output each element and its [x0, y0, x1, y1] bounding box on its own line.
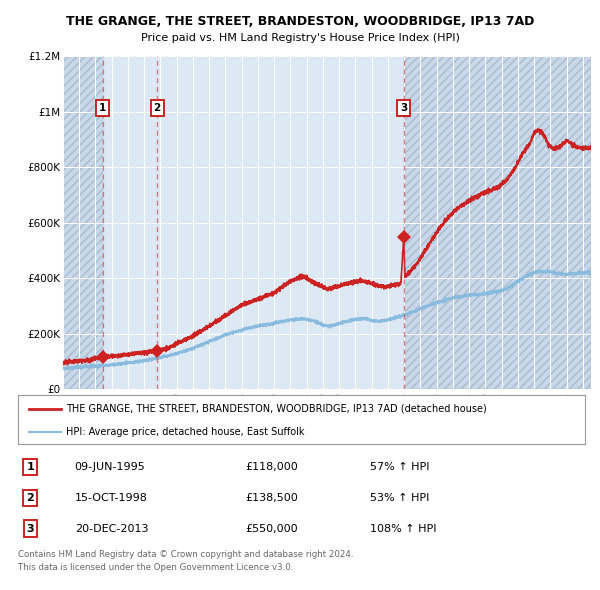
Text: HPI: Average price, detached house, East Suffolk: HPI: Average price, detached house, East…	[66, 427, 305, 437]
Text: 09-JUN-1995: 09-JUN-1995	[75, 463, 145, 473]
Text: £138,500: £138,500	[245, 493, 298, 503]
Text: 2: 2	[154, 103, 161, 113]
Text: 3: 3	[26, 523, 34, 533]
Text: 3: 3	[400, 103, 407, 113]
Text: 20-DEC-2013: 20-DEC-2013	[75, 523, 148, 533]
Text: Price paid vs. HM Land Registry's House Price Index (HPI): Price paid vs. HM Land Registry's House …	[140, 33, 460, 43]
Bar	[404, 56, 591, 389]
Text: THE GRANGE, THE STREET, BRANDESTON, WOODBRIDGE, IP13 7AD (detached house): THE GRANGE, THE STREET, BRANDESTON, WOOD…	[66, 404, 487, 414]
Text: £550,000: £550,000	[245, 523, 298, 533]
Text: 108% ↑ HPI: 108% ↑ HPI	[370, 523, 436, 533]
Text: 15-OCT-1998: 15-OCT-1998	[75, 493, 148, 503]
Text: 57% ↑ HPI: 57% ↑ HPI	[370, 463, 429, 473]
Text: This data is licensed under the Open Government Licence v3.0.: This data is licensed under the Open Gov…	[18, 563, 293, 572]
Text: 1: 1	[26, 463, 34, 473]
Bar	[63, 56, 103, 389]
Text: Contains HM Land Registry data © Crown copyright and database right 2024.: Contains HM Land Registry data © Crown c…	[18, 550, 353, 559]
Text: 53% ↑ HPI: 53% ↑ HPI	[370, 493, 429, 503]
Text: THE GRANGE, THE STREET, BRANDESTON, WOODBRIDGE, IP13 7AD: THE GRANGE, THE STREET, BRANDESTON, WOOD…	[66, 15, 534, 28]
Text: 1: 1	[99, 103, 106, 113]
Text: 2: 2	[26, 493, 34, 503]
Text: £118,000: £118,000	[245, 463, 298, 473]
